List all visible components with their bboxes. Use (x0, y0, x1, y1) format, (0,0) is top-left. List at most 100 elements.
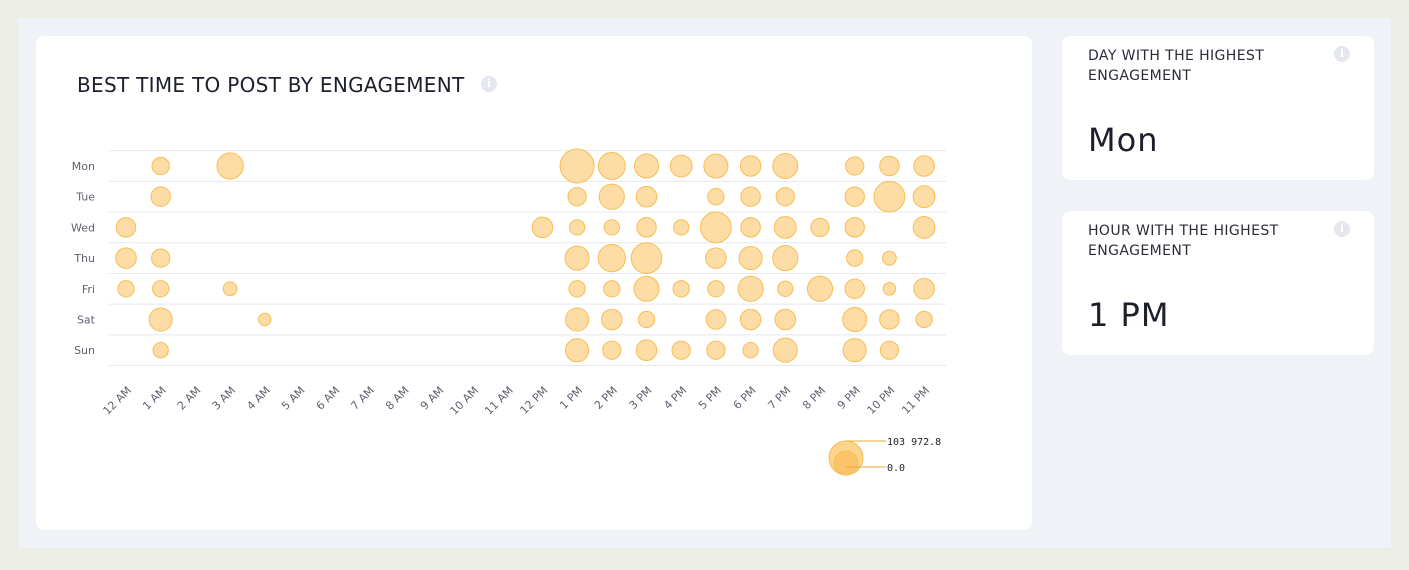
info-icon[interactable]: i (1334, 46, 1350, 62)
bubble-sun-10pm (879, 340, 900, 360)
bubble-mon-4pm (669, 154, 693, 178)
bubble-wed-12am (115, 217, 137, 238)
bubble-tue-11pm (912, 185, 936, 209)
x-tick-label: 8 PM (800, 384, 828, 412)
bubble-fri-10pm (882, 282, 897, 296)
chart-title: BEST TIME TO POST BY ENGAGEMENT (77, 73, 465, 97)
y-tick-label: Mon (72, 160, 95, 173)
bubble-fri-6pm (737, 275, 764, 302)
bubble-wed-11pm (912, 215, 936, 239)
x-tick-label: 2 PM (592, 384, 620, 412)
x-tick-label: 3 PM (627, 384, 655, 412)
stat-label-hour: HOUR WITH THE HIGHEST ENGAGEMENT (1088, 223, 1279, 259)
bubble-thu-10pm (882, 250, 897, 266)
x-tick-label: 9 AM (418, 384, 447, 413)
bubble-sat-9pm (842, 306, 868, 333)
bubble-tue-5pm (707, 188, 725, 206)
bubble-tue-3pm (635, 185, 658, 208)
bubble-wed-2pm (603, 219, 620, 236)
bubble-sat-3pm (637, 310, 656, 329)
bubble-fri-3am (222, 281, 238, 297)
bubble-mon-5pm (703, 153, 729, 179)
bubble-sun-1am (152, 342, 169, 359)
y-tick-label: Wed (71, 221, 95, 234)
stat-card-hour: HOUR WITH THE HIGHEST ENGAGEMENT i 1 PM (1062, 211, 1374, 355)
bubble-sat-11pm (915, 310, 933, 329)
y-tick-label: Sat (77, 314, 96, 327)
legend-bubble-min (833, 450, 859, 476)
bubble-tue-2pm (598, 183, 625, 210)
x-tick-label: 4 PM (661, 384, 689, 412)
x-tick-label: 9 PM (835, 384, 863, 412)
x-tick-label: 12 AM (101, 384, 135, 418)
bubble-mon-6pm (739, 155, 762, 177)
bubble-sun-9pm (842, 338, 867, 363)
x-tick-label: 10 PM (865, 384, 898, 417)
bubble-mon-3pm (633, 153, 660, 179)
bubble-fri-12am (117, 280, 135, 298)
x-tick-label: 10 AM (448, 384, 482, 418)
bubble-mon-7pm (772, 153, 799, 179)
bubble-fri-3pm (633, 275, 660, 302)
x-tick-label: 5 AM (279, 384, 308, 413)
x-tick-label: 12 PM (518, 384, 551, 417)
bubble-mon-3am (216, 152, 244, 180)
y-tick-label: Thu (73, 252, 95, 265)
x-tick-label: 7 PM (765, 384, 793, 412)
bubble-fri-9pm (844, 278, 865, 300)
bubble-wed-8pm (810, 217, 830, 238)
x-tick-label: 1 AM (140, 384, 169, 413)
bubble-thu-9pm (846, 249, 864, 267)
x-tick-label: 11 PM (899, 384, 932, 417)
bubble-wed-7pm (773, 215, 797, 239)
bubble-tue-9pm (844, 186, 865, 207)
x-tick-label: 11 AM (482, 384, 516, 418)
bubble-fri-7pm (777, 280, 794, 297)
bubble-tue-6pm (740, 186, 761, 207)
stat-card-day: DAY WITH THE HIGHEST ENGAGEMENT i Mon (1062, 36, 1374, 180)
x-tick-label: 5 PM (696, 384, 724, 412)
bubble-fri-5pm (707, 280, 725, 298)
bubble-thu-3pm (630, 242, 663, 274)
bubble-fri-1pm (568, 280, 586, 298)
x-tick-label: 7 AM (348, 384, 377, 413)
bubble-wed-3pm (636, 217, 657, 238)
bubble-sun-7pm (772, 337, 798, 363)
bubble-mon-1pm (559, 148, 595, 184)
bubble-wed-12pm (531, 216, 554, 239)
y-tick-label: Sun (74, 344, 95, 357)
bubble-tue-1pm (567, 187, 587, 207)
bubble-sun-4pm (671, 340, 691, 360)
bubble-thu-2pm (597, 243, 626, 273)
bubble-wed-1pm (568, 219, 586, 236)
bubble-sun-2pm (602, 340, 622, 360)
bubble-sat-2pm (601, 308, 623, 331)
bubble-sun-1pm (565, 338, 590, 363)
bubble-wed-9pm (844, 217, 865, 238)
bubble-sat-4am (258, 312, 272, 327)
bubble-tue-7pm (775, 187, 795, 207)
chart-card: BEST TIME TO POST BY ENGAGEMENT i Mon Tue… (36, 36, 1032, 530)
x-tick-label: 6 PM (731, 384, 759, 412)
bubble-tue-10pm (873, 180, 906, 213)
info-icon[interactable]: i (481, 76, 497, 92)
bubble-thu-1am (151, 248, 171, 268)
y-tick-label: Tue (75, 191, 95, 204)
info-icon[interactable]: i (1334, 221, 1350, 237)
x-tick-label: 2 AM (175, 384, 204, 413)
bubble-mon-1am (151, 156, 170, 176)
x-tick-label: 1 PM (557, 384, 585, 412)
bubble-sun-5pm (706, 340, 726, 360)
x-tick-label: 4 AM (244, 384, 273, 413)
bubble-wed-4pm (673, 219, 690, 236)
bubble-sat-5pm (705, 309, 727, 330)
stat-value-hour: 1 PM (1088, 296, 1170, 334)
bubble-thu-5pm (705, 247, 727, 269)
bubble-thu-6pm (738, 246, 763, 271)
stat-label-day: DAY WITH THE HIGHEST ENGAGEMENT (1088, 48, 1265, 84)
bubble-fri-8pm (806, 275, 834, 302)
bubble-fri-11pm (913, 278, 935, 300)
bubble-sun-6pm (742, 342, 759, 359)
bubble-sat-10pm (879, 309, 900, 330)
